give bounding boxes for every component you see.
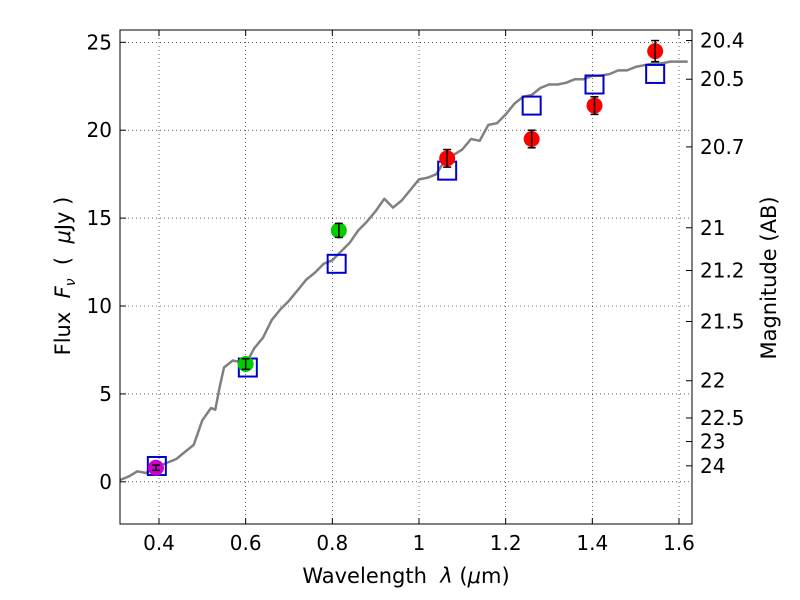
mag-tick-label: 20.4 (700, 29, 745, 53)
y-tick-label: 10 (87, 294, 112, 318)
x-tick-label: 1 (413, 531, 426, 555)
x-tick-label: 1.6 (663, 531, 695, 555)
mag-tick-label: 20.7 (700, 135, 745, 159)
y-tick-label: 20 (87, 118, 112, 142)
x-tick-label: 1.4 (576, 531, 608, 555)
model-spectrum-layer (119, 60, 688, 482)
mag-tick-label: 22.5 (700, 406, 745, 430)
model-spectrum-line (119, 60, 688, 482)
mag-tick-label: 23 (700, 430, 725, 454)
markers-layer (146, 39, 666, 476)
x-tick-label: 0.6 (230, 531, 262, 555)
y-tick-label: 15 (87, 206, 112, 230)
model-photometry-square (584, 74, 605, 95)
y-tick-label: 5 (99, 382, 112, 406)
x-tick-label: 1.2 (490, 531, 522, 555)
y2-axis-label: Magnitude (AB) (757, 196, 781, 359)
x-axis-label: Wavelength λ (μm) (302, 564, 509, 588)
plot-frame (119, 29, 693, 525)
axis-ticks: 0.4 0.6 0.8 1 1.2 1.4 1.6 0 5 10 15 20 25 20.4 20.5 20.… (87, 29, 745, 555)
mag-tick-label: 24 (700, 454, 725, 478)
mag-tick-label: 22 (700, 369, 725, 393)
x-tick-label: 0.8 (316, 531, 348, 555)
grid-lines (120, 30, 692, 524)
model-photometry-square (521, 95, 542, 116)
y-axis-label: Flux Fν ( μJy ) (51, 197, 79, 356)
y-tick-label: 25 (87, 30, 112, 54)
model-photometry-square (326, 253, 347, 274)
mag-tick-label: 21 (700, 216, 725, 240)
x-tick-label: 0.4 (143, 531, 175, 555)
model-photometry-square (645, 63, 666, 84)
mag-tick-label: 21.2 (700, 258, 745, 282)
y-tick-label: 0 (99, 470, 112, 494)
mag-tick-label: 20.5 (700, 67, 745, 91)
mag-tick-label: 21.5 (700, 309, 745, 333)
